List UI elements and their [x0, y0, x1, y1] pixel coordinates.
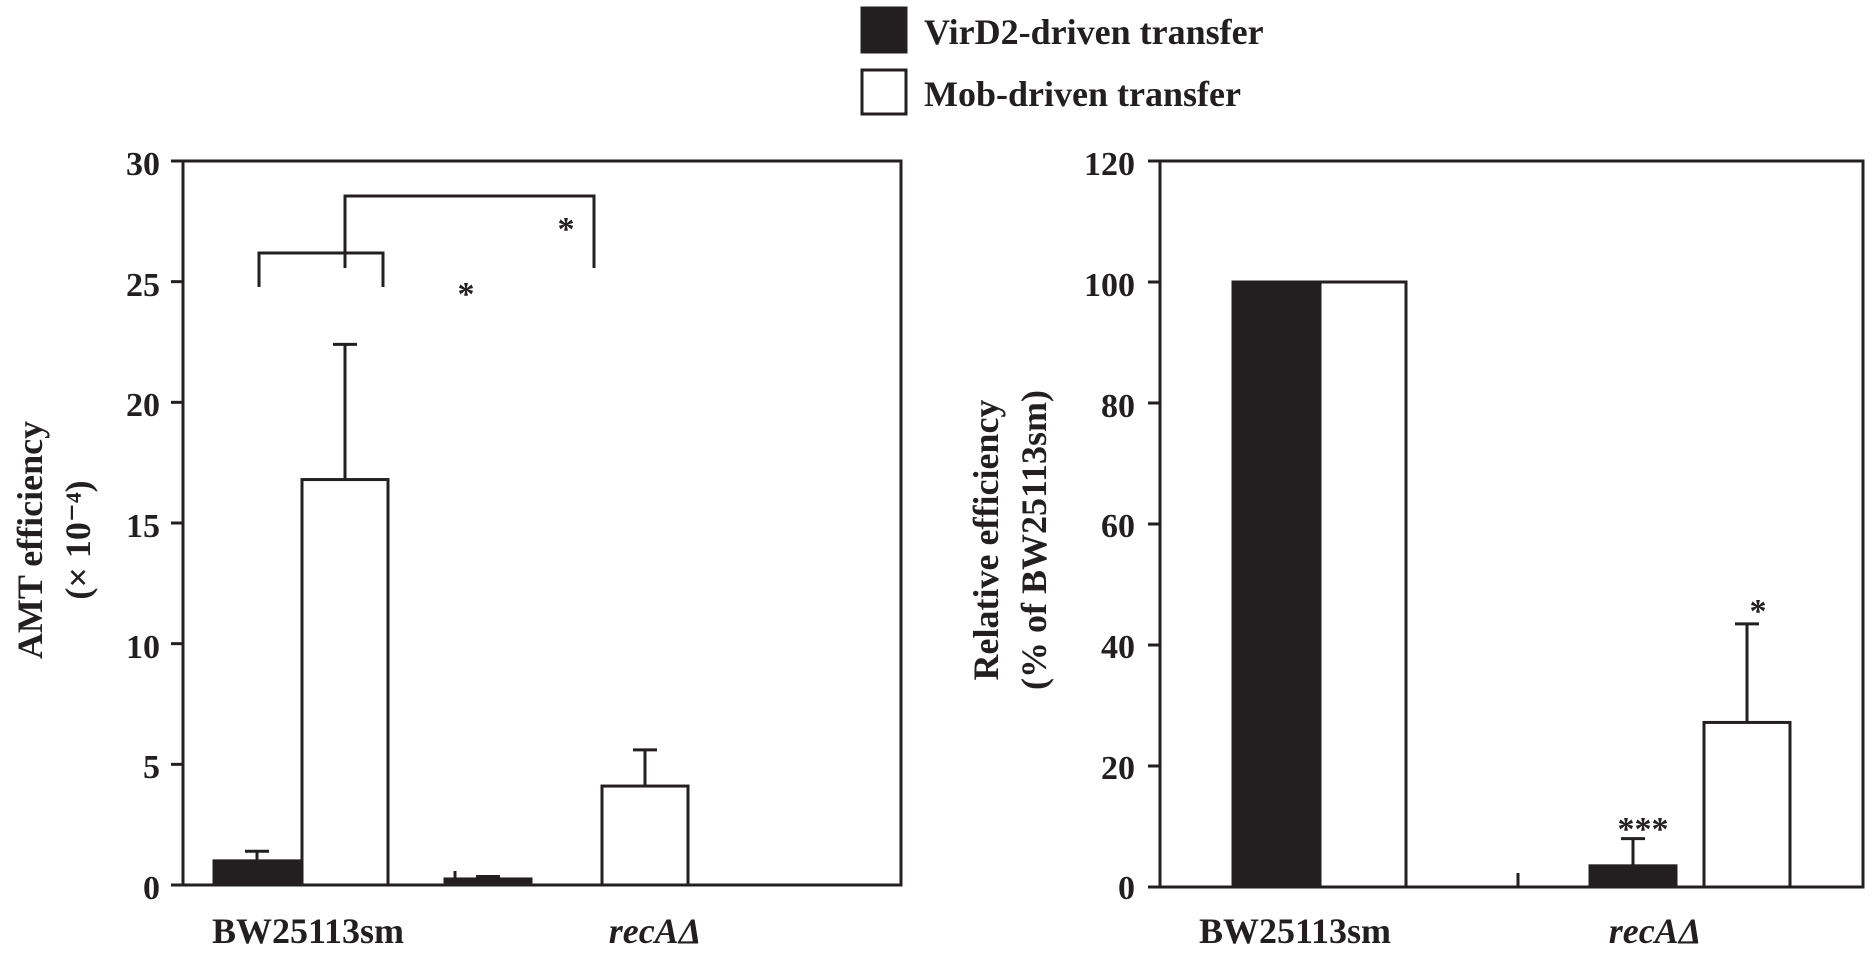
left-y-tick-label: 5 [143, 749, 160, 786]
left-y-tick-label: 25 [126, 267, 160, 304]
legend-label-virD2: VirD2-driven transfer [924, 12, 1264, 52]
left-y-tick-label: 10 [126, 629, 160, 666]
right-y-axis-label: Relative efficiency (% of BW25113sm) [966, 390, 1054, 690]
left-y-tick-label: 0 [143, 870, 160, 907]
left-y-tick-label: 30 [126, 146, 160, 183]
left-bar-mob-bw25113sm [300, 478, 390, 887]
left-plot-frame [181, 159, 903, 887]
left-bars-layer [171, 159, 690, 887]
left-x-label-recA: recAΔ [609, 911, 702, 951]
right-y-axis-label-line1: Relative efficiency [966, 400, 1006, 681]
left-x-label-bw25113sm: BW25113sm [212, 911, 404, 951]
right-bar-virD2-recA [1588, 864, 1678, 889]
right-chart: 0 20 40 60 80 100 120 Relative efficienc… [966, 146, 1865, 951]
right-y-tick-label: 20 [1101, 750, 1135, 787]
right-sig-mark-mob-recA: * [1750, 593, 1767, 630]
right-y-tick-label: 60 [1101, 508, 1135, 545]
left-y-ticks: 0 5 10 15 20 25 30 [126, 146, 160, 907]
legend-label-mob: Mob-driven transfer [924, 74, 1241, 114]
right-x-label-bw25113sm: BW25113sm [1199, 911, 1391, 951]
left-bar-mob-recA [600, 784, 690, 887]
right-bar-mob-recA [1702, 720, 1792, 889]
right-bar-mob-bw25113sm [1318, 280, 1408, 889]
right-y-tick-label: 40 [1101, 629, 1135, 666]
right-y-tick-label: 0 [1118, 870, 1135, 907]
left-bar-virD2-bw25113sm [212, 859, 302, 887]
left-y-axis-label-line2: (× 10⁻⁴) [58, 480, 98, 599]
legend-swatch-mob [860, 68, 908, 116]
left-bracket-star-inner: * [458, 276, 475, 313]
legend-swatch-virD2 [860, 6, 908, 54]
right-y-axis-label-line2: (% of BW25113sm) [1014, 390, 1054, 690]
left-y-axis-label-line1: AMT efficiency [10, 421, 50, 659]
right-x-label-recA: recAΔ [1609, 911, 1702, 951]
left-chart: 0 5 10 15 20 25 30 AMT efficiency (× 10⁻… [10, 146, 903, 951]
right-bars-layer [1148, 159, 1792, 889]
right-y-tick-label: 80 [1101, 388, 1135, 425]
right-sig-mark-virD2-recA: *** [1618, 811, 1669, 848]
left-significance-bracket-outer [343, 194, 596, 268]
right-bar-virD2-bw25113sm [1231, 280, 1321, 889]
left-bracket-star-outer: * [558, 211, 575, 248]
legend: VirD2-driven transfer Mob-driven transfe… [860, 6, 1264, 116]
left-y-tick-label: 15 [126, 508, 160, 545]
left-bar-virD2-recA [443, 877, 533, 887]
left-y-tick-label: 20 [126, 387, 160, 424]
right-y-tick-label: 100 [1084, 267, 1135, 304]
right-y-tick-label: 120 [1084, 146, 1135, 183]
left-significance-bracket-inner [257, 251, 385, 287]
right-y-ticks: 0 20 40 60 80 100 120 [1084, 146, 1135, 907]
left-y-axis-label: AMT efficiency (× 10⁻⁴) [10, 421, 98, 659]
